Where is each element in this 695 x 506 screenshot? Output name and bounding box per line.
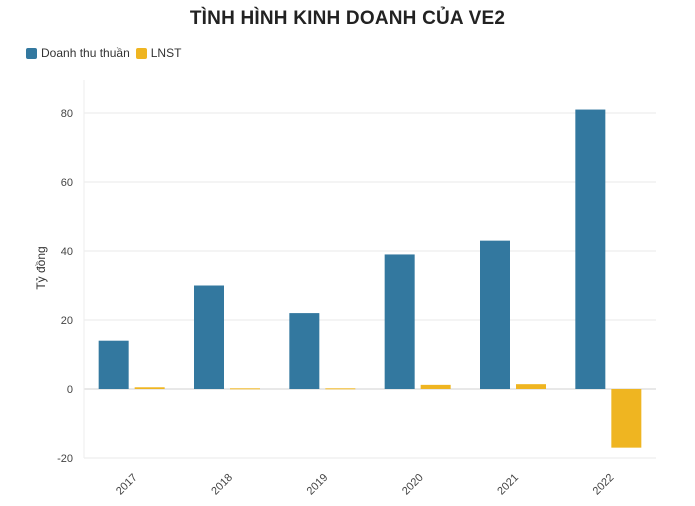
y-axis-ticks: -20 0 20 40 60 80: [57, 108, 73, 465]
bar-revenue-2017[interactable]: [98, 340, 129, 389]
y-tick-label: 80: [61, 108, 73, 120]
legend-item-revenue[interactable]: Doanh thu thuần: [26, 46, 130, 60]
x-tick-label: 2018: [209, 472, 235, 498]
chart-title: TÌNH HÌNH KINH DOANH CỦA VE2: [189, 8, 506, 29]
bar-revenue-2021[interactable]: [480, 240, 510, 389]
legend-swatch-revenue: [26, 47, 37, 59]
y-tick-label: -20: [57, 453, 73, 465]
y-tick-label: 20: [61, 315, 73, 327]
bar-revenue-2022[interactable]: [575, 109, 606, 390]
bar-profit-2017[interactable]: [134, 387, 165, 389]
bar-revenue-2020[interactable]: [384, 254, 415, 389]
bar-revenue-2019[interactable]: [289, 313, 320, 389]
bar-profit-2021[interactable]: [516, 384, 546, 389]
gridlines: [83, 80, 656, 459]
y-axis-label: Tỷ đồng: [34, 246, 48, 289]
x-tick-label: 2020: [400, 472, 426, 498]
y-tick-label: 60: [61, 177, 73, 189]
legend-item-profit[interactable]: LNST: [135, 46, 182, 60]
bar-profit-2022[interactable]: [611, 389, 642, 448]
x-tick-label: 2021: [495, 472, 521, 498]
bar-profit-2020[interactable]: [420, 384, 451, 389]
bar-profit-2019[interactable]: [325, 388, 356, 390]
y-tick-label: 40: [61, 246, 73, 258]
x-tick-label: 2022: [591, 472, 617, 498]
bars: [98, 109, 642, 448]
x-tick-label: 2017: [114, 472, 140, 498]
x-tick-label: 2019: [305, 472, 331, 498]
x-axis-ticks: 2017 2018 2019 2020 2021 2022: [114, 472, 616, 498]
legend-label-profit: LNST: [150, 46, 182, 60]
y-tick-label: 0: [67, 384, 73, 396]
bar-profit-2018[interactable]: [230, 388, 260, 390]
legend-swatch-profit: [135, 47, 147, 59]
bar-revenue-2018[interactable]: [194, 285, 224, 390]
legend-label-revenue: Doanh thu thuần: [41, 46, 130, 60]
legend: Doanh thu thuần LNST: [26, 46, 187, 60]
